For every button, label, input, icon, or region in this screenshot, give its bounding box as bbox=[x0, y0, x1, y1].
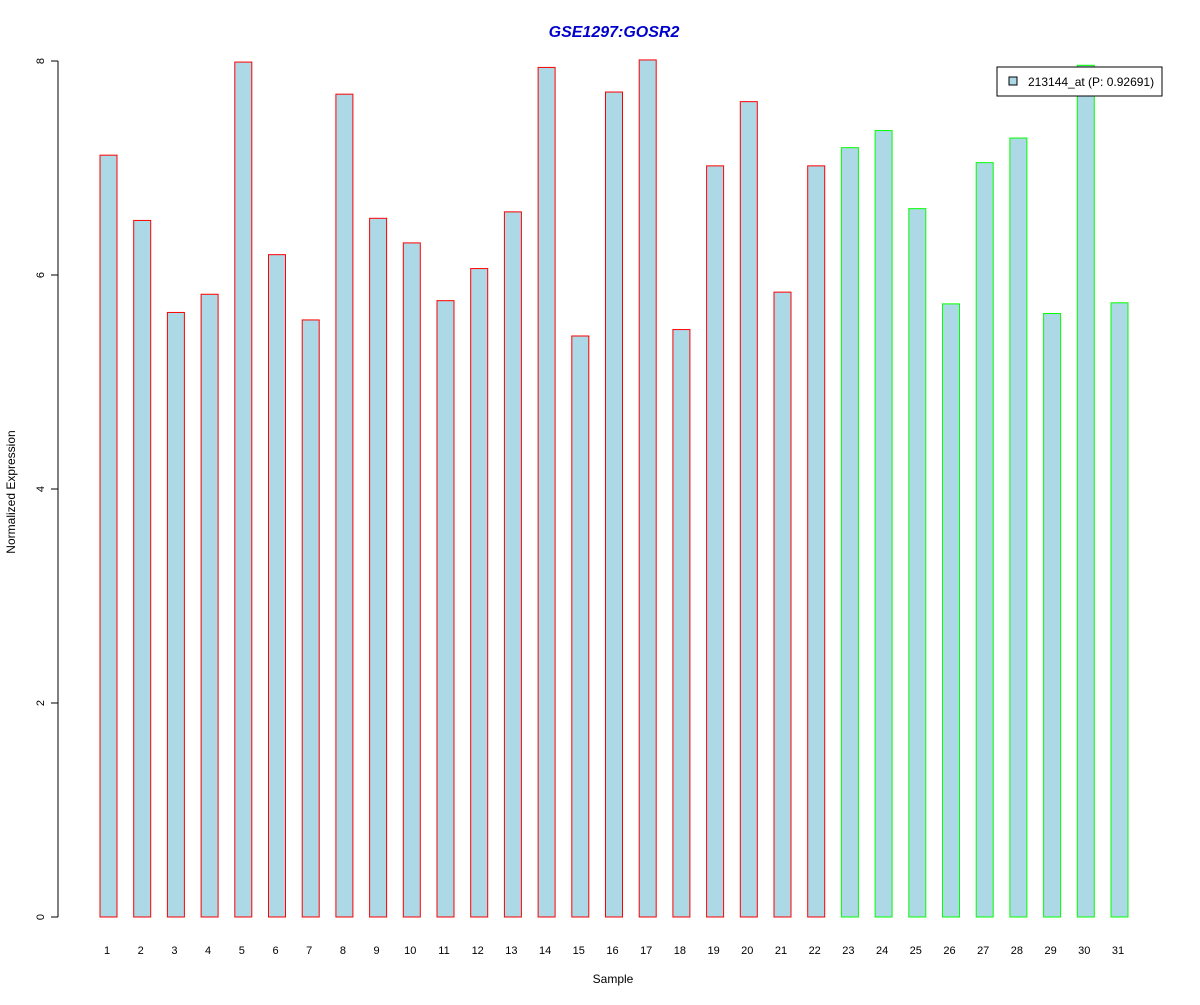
bar-sample-29 bbox=[1043, 313, 1062, 918]
bar-sample-25 bbox=[908, 208, 927, 918]
x-tick-label: 11 bbox=[438, 945, 449, 957]
bar-sample-27 bbox=[975, 162, 994, 918]
x-tick-label: 12 bbox=[472, 945, 484, 957]
x-tick-label: 26 bbox=[943, 945, 955, 957]
y-tick-label: 2 bbox=[35, 700, 47, 706]
bar-sample-11 bbox=[436, 300, 455, 918]
x-tick-label: 8 bbox=[340, 945, 346, 957]
x-tick-label: 31 bbox=[1112, 945, 1124, 957]
x-tick-label: 1 bbox=[104, 945, 110, 957]
bar-sample-28 bbox=[1009, 137, 1028, 918]
y-tick-label: 8 bbox=[35, 58, 47, 64]
legend-swatch bbox=[1008, 76, 1018, 86]
y-tick-label: 0 bbox=[35, 914, 47, 920]
x-axis-label: Sample bbox=[593, 972, 634, 986]
bar-sample-1 bbox=[99, 154, 118, 918]
x-tick-label: 16 bbox=[606, 945, 618, 957]
x-tick-label: 25 bbox=[910, 945, 922, 957]
bar-sample-3 bbox=[166, 311, 185, 918]
bar-sample-30 bbox=[1076, 64, 1095, 918]
x-tick-label: 10 bbox=[404, 945, 416, 957]
bar-sample-17 bbox=[638, 59, 657, 918]
bar-sample-8 bbox=[335, 93, 354, 918]
bar-sample-10 bbox=[402, 242, 421, 918]
y-axis: 0 2 4 6 8 bbox=[35, 58, 59, 920]
bar-sample-4 bbox=[200, 293, 219, 918]
x-tick-label: 13 bbox=[505, 945, 517, 957]
x-tick-label: 3 bbox=[171, 945, 177, 957]
bar-sample-6 bbox=[268, 254, 286, 918]
x-tick-label: 22 bbox=[809, 945, 821, 957]
x-tick-label: 21 bbox=[775, 945, 787, 957]
x-tick-label: 4 bbox=[205, 945, 211, 957]
x-tick-label: 18 bbox=[674, 945, 686, 957]
x-tick-label: 20 bbox=[741, 945, 753, 957]
chart-title: GSE1297:GOSR2 bbox=[549, 24, 680, 41]
x-tick-label: 14 bbox=[539, 945, 551, 957]
bar-sample-2 bbox=[133, 219, 152, 918]
legend-box bbox=[996, 66, 1163, 97]
x-tick-label: 29 bbox=[1044, 945, 1056, 957]
bar-sample-14 bbox=[537, 66, 556, 918]
bar-sample-26 bbox=[942, 303, 960, 918]
x-tick-label: 19 bbox=[707, 945, 719, 957]
x-tick-label: 28 bbox=[1011, 945, 1023, 957]
x-tick-label: 2 bbox=[138, 945, 144, 957]
bar-sample-18 bbox=[672, 329, 691, 918]
bars-group bbox=[99, 59, 1129, 918]
bar-sample-24 bbox=[874, 130, 893, 918]
y-axis-label: Normalized Expression bbox=[4, 430, 18, 553]
bar-sample-19 bbox=[706, 165, 725, 918]
bar-sample-13 bbox=[503, 211, 522, 918]
x-tick-label: 15 bbox=[573, 945, 585, 957]
bar-sample-7 bbox=[301, 319, 320, 918]
x-tick-label: 17 bbox=[640, 945, 652, 957]
bar-sample-5 bbox=[234, 61, 253, 918]
x-tick-label: 30 bbox=[1078, 945, 1090, 957]
legend: 213144_at (P: 0.92691) bbox=[996, 66, 1163, 97]
x-tick-label: 5 bbox=[239, 945, 245, 957]
bar-sample-23 bbox=[840, 147, 859, 918]
bar-sample-12 bbox=[470, 268, 489, 918]
bar-sample-16 bbox=[605, 91, 623, 918]
x-tick-label: 7 bbox=[306, 945, 312, 957]
bar-sample-31 bbox=[1110, 302, 1129, 918]
bar-sample-22 bbox=[807, 165, 826, 918]
bar-sample-15 bbox=[571, 335, 590, 918]
x-tick-label: 23 bbox=[842, 945, 854, 957]
bar-sample-9 bbox=[369, 217, 388, 918]
x-tick-label: 24 bbox=[876, 945, 888, 957]
y-tick-label: 6 bbox=[35, 272, 47, 278]
x-tick-labels: 1 2 3 4 5 6 7 8 9 10 11 12 13 14 15 16 17 18 19 20 21 22 23 24 2… bbox=[104, 945, 1124, 957]
x-tick-label: 27 bbox=[977, 945, 989, 957]
y-tick-label: 4 bbox=[35, 486, 47, 492]
x-tick-label: 9 bbox=[374, 945, 380, 957]
x-tick-label: 6 bbox=[272, 945, 278, 957]
legend-label: 213144_at (P: 0.92691) bbox=[1028, 75, 1154, 89]
bar-sample-20 bbox=[739, 101, 758, 918]
bar-sample-21 bbox=[773, 291, 792, 918]
